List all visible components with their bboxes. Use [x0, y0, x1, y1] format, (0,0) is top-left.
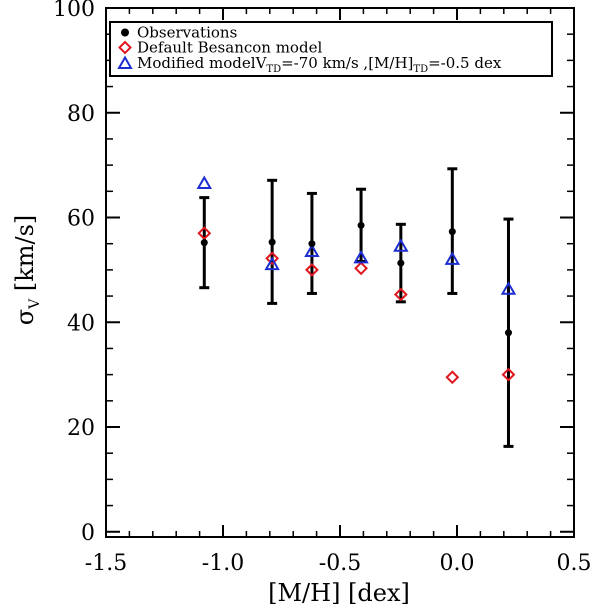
y-tick-label: 60 — [67, 207, 95, 232]
legend: Observations Default Besancon model Modi… — [109, 21, 553, 77]
y-axis-title: σV [km/s] — [11, 215, 43, 326]
y-tick-label: 20 — [67, 416, 95, 441]
legend-marker-modified-model — [117, 55, 133, 69]
modified-model-point — [196, 175, 213, 189]
default-model-point — [501, 367, 516, 382]
x-tick-label: -0.5 — [319, 551, 361, 576]
y-tick-label: 40 — [67, 311, 95, 336]
x-axis-title: [M/H] [dex] — [268, 579, 410, 607]
observation-point — [268, 238, 276, 246]
y-tick-label: 0 — [81, 521, 95, 546]
modified-model-point — [393, 238, 409, 252]
ticks-layer: -1.5 -1.0 -0.5 0.0 0.5 0 20 40 60 80 100 — [53, 0, 592, 576]
default-model-point — [354, 261, 368, 276]
marks-layer — [196, 167, 517, 448]
observation-point — [504, 329, 512, 337]
modified-model-point — [500, 281, 517, 295]
modified-model-point — [264, 256, 280, 271]
default-model-point — [305, 262, 319, 277]
modified-model-point — [444, 251, 461, 265]
default-model-point — [197, 226, 212, 241]
legend-label-observations: Observations — [137, 24, 237, 42]
x-tick-label: -1.5 — [85, 551, 127, 576]
observation-point — [200, 239, 208, 247]
observation-point — [308, 240, 316, 248]
legend-box — [109, 21, 553, 77]
plot-frame — [105, 7, 575, 538]
x-tick-label: 0.0 — [440, 551, 475, 576]
legend-label-modified-model: Modified modelVTD=-70 km/s ,[M/H]TD=-0.5… — [137, 54, 502, 75]
observation-point — [448, 228, 456, 236]
default-model-point — [393, 287, 408, 302]
observation-point — [357, 221, 365, 229]
legend-marker-observations — [121, 28, 129, 37]
y-tick-label: 80 — [67, 102, 95, 127]
modified-model-point — [304, 243, 320, 258]
y-tick-label: 100 — [53, 0, 95, 22]
observation-point — [397, 259, 405, 267]
default-model-point — [445, 370, 460, 385]
x-tick-label: -1.0 — [202, 551, 244, 576]
default-model-point — [265, 251, 280, 266]
modified-model-point — [353, 249, 369, 264]
legend-marker-default-model — [118, 40, 132, 55]
legend-label-default-model: Default Besancon model — [137, 39, 322, 57]
x-tick-label: 0.5 — [557, 551, 592, 576]
